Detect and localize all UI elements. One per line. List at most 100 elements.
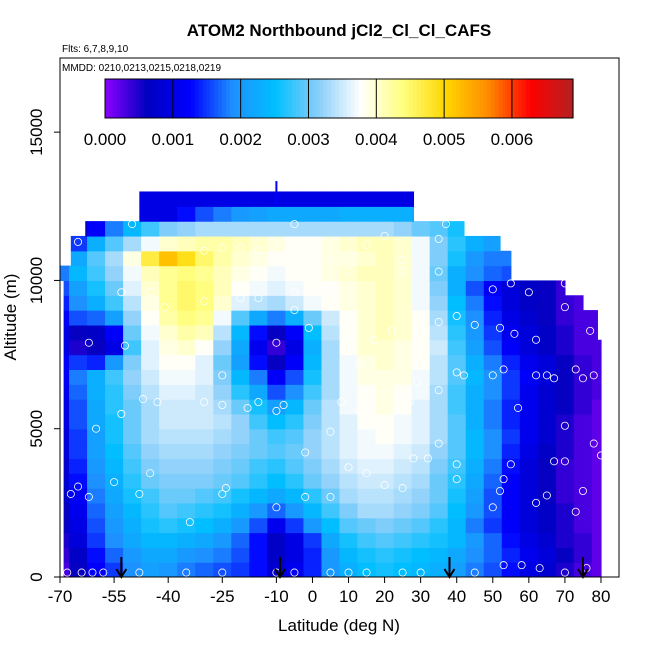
heatmap-cell (123, 221, 142, 237)
heatmap-cell (537, 428, 557, 445)
heatmap-cell (159, 532, 178, 548)
heatmap-cell (249, 206, 268, 222)
heatmap-cell (177, 443, 196, 459)
obs-point (160, 303, 169, 312)
heatmap-cell (177, 280, 196, 296)
heatmap-cell (357, 488, 377, 504)
obs-point (290, 306, 299, 315)
heatmap-cell (537, 324, 557, 341)
obs-point (589, 371, 598, 380)
heatmap-cell (591, 324, 598, 341)
flights-note: Flts: 6,7,8,9,10 (62, 44, 129, 55)
heatmap-cell (555, 547, 575, 563)
colorbar-segment (206, 79, 211, 118)
obs-point (135, 568, 144, 577)
heatmap-cell (375, 235, 395, 252)
heatmap-cell (429, 428, 449, 445)
heatmap-cell (249, 458, 268, 474)
heatmap-cell (465, 488, 485, 504)
heatmap-cell (501, 280, 521, 296)
heatmap-cell (411, 324, 431, 341)
heatmap-cell (267, 221, 286, 237)
heatmap-cell (411, 532, 431, 548)
heatmap-cell (69, 532, 88, 548)
heatmap-cell (213, 562, 232, 577)
obs-point (304, 323, 313, 332)
heatmap-cell (303, 473, 323, 489)
heatmap-cell (591, 547, 602, 563)
heatmap-cell (231, 488, 250, 504)
heatmap-cell (231, 339, 250, 356)
obs-point (571, 507, 580, 516)
heatmap-cell (411, 502, 431, 519)
obs-point (272, 503, 281, 512)
obs-point (362, 568, 371, 577)
heatmap-cell (139, 191, 142, 207)
heatmap-cell (321, 206, 341, 222)
heatmap-cell (231, 399, 250, 415)
obs-point (413, 377, 422, 386)
heatmap-cell (375, 458, 395, 474)
heatmap-cell (555, 399, 575, 415)
heatmap-cell (213, 428, 232, 445)
obs-point (77, 568, 86, 577)
heatmap-cell (357, 310, 377, 326)
heatmap-cell (87, 413, 106, 430)
heatmap-cell (375, 250, 395, 267)
heatmap-cell (393, 206, 413, 222)
heatmap-cell (195, 221, 214, 237)
heatmap-cell (123, 428, 142, 445)
heatmap-cell (537, 473, 557, 489)
obs-point (301, 448, 310, 457)
heatmap-cell (85, 221, 88, 237)
heatmap-cell (267, 310, 286, 326)
heatmap-cell (159, 235, 178, 252)
heatmap-cell (63, 280, 70, 296)
heatmap-cell (249, 369, 268, 385)
heatmap-cell (429, 235, 449, 252)
heatmap-cell (393, 295, 413, 311)
heatmap-cell (519, 532, 539, 548)
obs-point (153, 398, 162, 407)
heatmap-cell (105, 295, 124, 311)
colorbar-segment (495, 79, 500, 118)
colorbar-segment (307, 79, 313, 118)
heatmap-cell (321, 339, 341, 356)
heatmap-cell (375, 206, 395, 222)
heatmap-cell (105, 384, 124, 400)
heatmap-cell (411, 413, 431, 430)
heatmap-cell (213, 413, 232, 430)
heatmap-cell (591, 458, 602, 474)
obs-point (117, 288, 126, 297)
heatmap-cell (519, 517, 539, 534)
heatmap-cell (375, 473, 395, 489)
heatmap-cell (213, 384, 232, 400)
obs-point (290, 288, 299, 297)
colorbar-tick-label: 0.002 (219, 130, 262, 149)
heatmap-cell (357, 384, 377, 400)
heatmap-cell (159, 547, 178, 563)
heatmap-cell (393, 488, 413, 504)
heatmap-cell (249, 384, 268, 400)
heatmap-cell (375, 428, 395, 445)
heatmap-cell (555, 517, 575, 534)
heatmap-cell (303, 280, 323, 296)
colorbar-segment (518, 79, 523, 118)
heatmap-cell (339, 473, 359, 489)
heatmap-cell (123, 488, 142, 504)
heatmap-cell (357, 235, 377, 252)
heatmap-cell (267, 295, 286, 311)
obs-point (355, 406, 364, 415)
heatmap-cell (339, 369, 359, 385)
heatmap-cell (483, 295, 503, 311)
heatmap-cell (303, 399, 323, 415)
heatmap-cell (213, 206, 232, 222)
heatmap-cell (87, 443, 106, 459)
heatmap-cell (69, 547, 88, 563)
heatmap-cell (141, 310, 160, 326)
heatmap-cell (555, 502, 575, 519)
colorbar-segment (350, 79, 356, 118)
heatmap-cell (483, 488, 503, 504)
heatmap-cell (87, 324, 106, 341)
heatmap-cell (555, 295, 575, 311)
